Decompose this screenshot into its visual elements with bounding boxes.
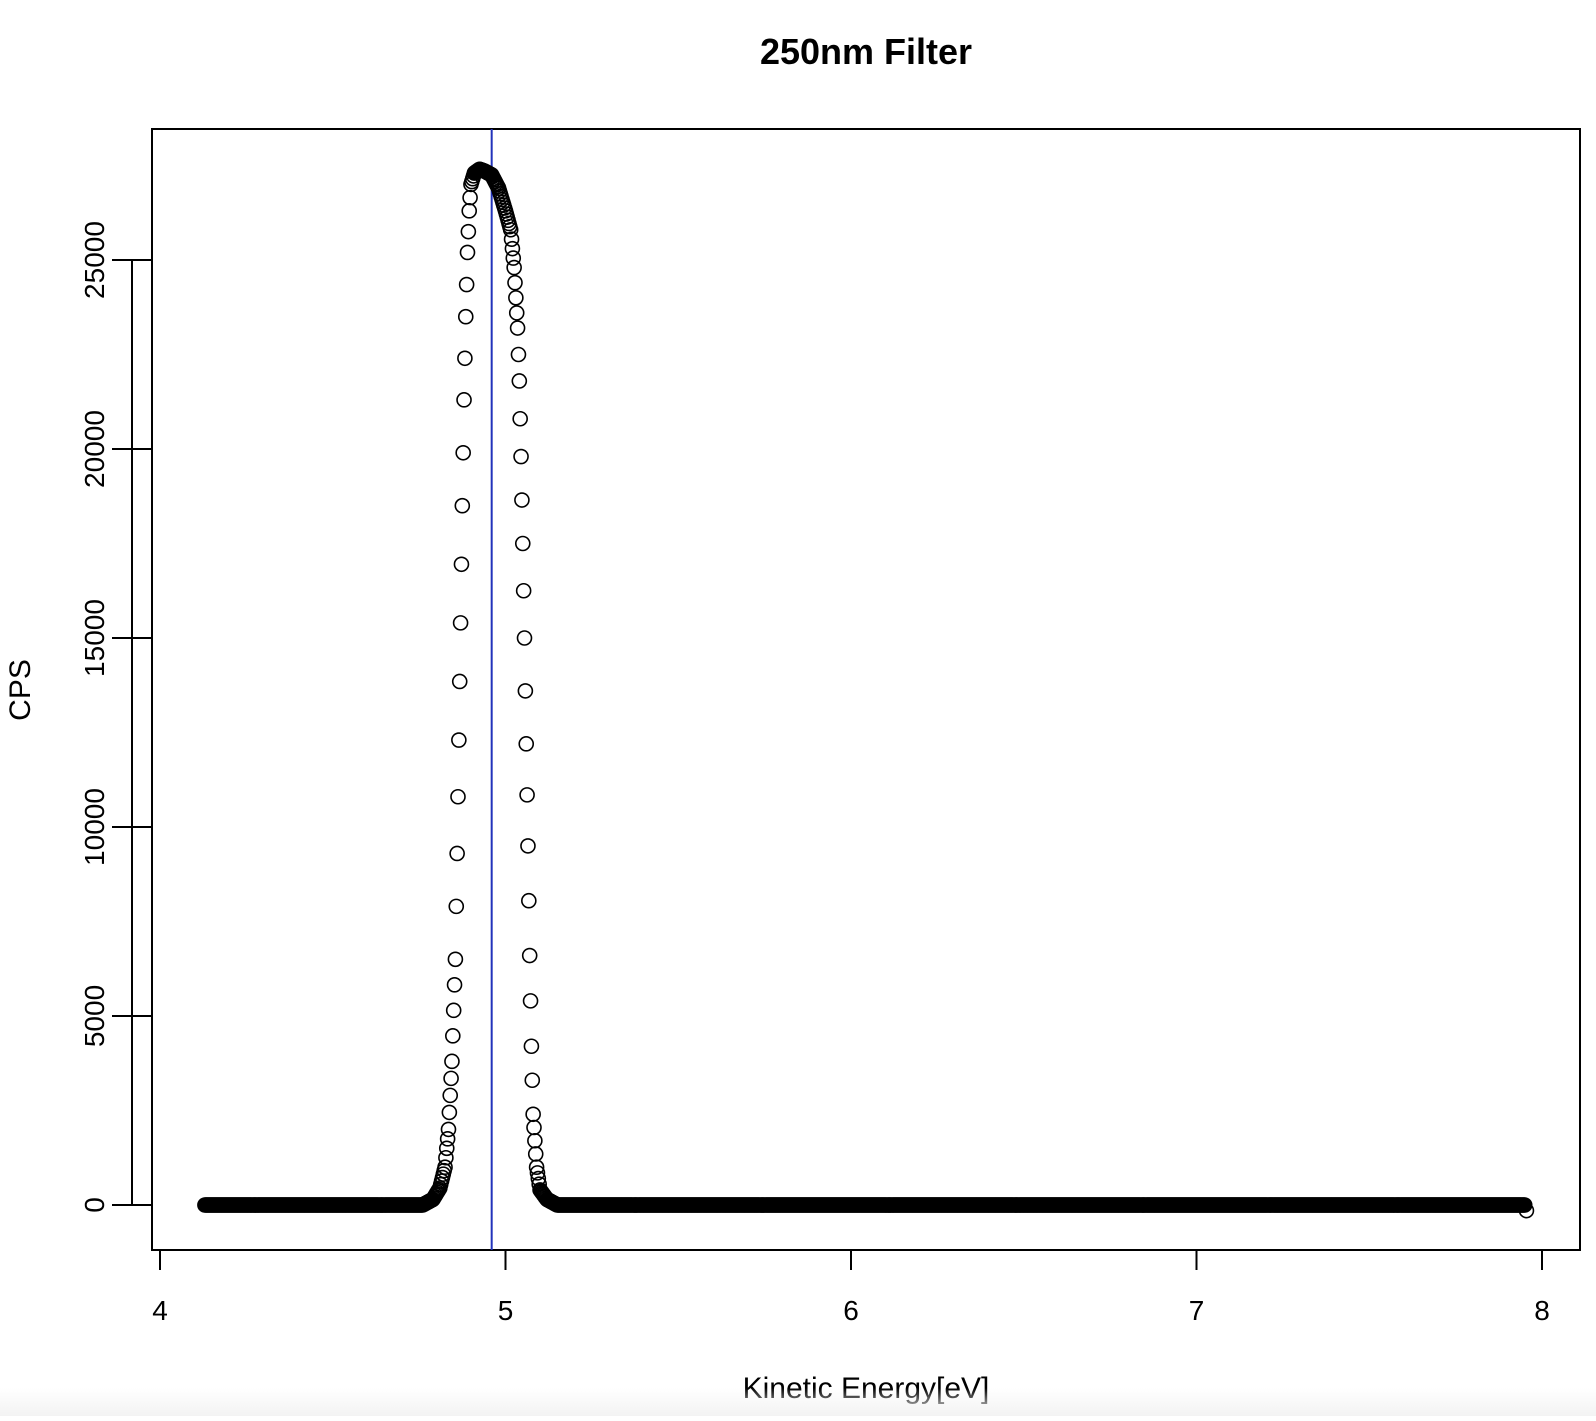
data-point <box>527 1132 543 1149</box>
data-point <box>450 788 466 805</box>
data-point <box>457 350 473 367</box>
data-point <box>507 274 523 291</box>
data-point <box>1518 1202 1535 1219</box>
x-tick-label: 6 <box>843 1295 859 1326</box>
data-point <box>443 1070 459 1087</box>
data-point <box>460 223 477 240</box>
data-point <box>438 1149 454 1166</box>
data-point <box>519 787 535 803</box>
data-point <box>516 630 533 646</box>
data-point <box>447 951 464 968</box>
data-point <box>517 683 534 699</box>
x-tick-label: 4 <box>152 1295 168 1326</box>
data-point <box>508 305 525 321</box>
data-point <box>524 1072 541 1089</box>
y-tick-label: 5000 <box>79 985 110 1047</box>
x-axis: 4 5 6 7 8 <box>152 1249 1550 1326</box>
data-point <box>520 838 536 854</box>
data-point <box>505 250 522 266</box>
y-tick-label: 10000 <box>79 788 110 866</box>
data-point <box>437 1159 453 1175</box>
y-axis: 0 5000 10000 15000 20000 25000 <box>79 221 152 1213</box>
data-point <box>510 346 527 363</box>
data-point <box>526 1119 542 1136</box>
data-point <box>453 556 470 573</box>
data-point <box>525 1106 541 1123</box>
data-point <box>528 1159 545 1175</box>
window-bottom-edge <box>0 1388 1596 1416</box>
data-point <box>452 615 469 631</box>
x-tick-label: 8 <box>1534 1295 1550 1326</box>
y-tick-label: 0 <box>79 1197 110 1213</box>
data-point <box>503 231 520 248</box>
data-point <box>513 448 529 465</box>
data-point <box>451 732 467 748</box>
data-point <box>444 1053 460 1070</box>
plot-frame <box>151 128 1581 1251</box>
data-point <box>511 373 528 389</box>
data-point <box>458 276 475 293</box>
x-tick-label: 7 <box>1189 1295 1205 1326</box>
data-point <box>521 947 538 964</box>
data-point <box>523 1038 540 1055</box>
data-point <box>448 898 465 915</box>
x-tick-label: 5 <box>498 1295 514 1326</box>
data-points <box>197 161 1535 1219</box>
data-point <box>514 492 530 508</box>
data-point <box>439 1131 456 1147</box>
data-point <box>441 1104 458 1121</box>
data-point <box>527 1146 544 1162</box>
data-point <box>438 1140 455 1157</box>
data-point <box>522 993 539 1009</box>
data-point <box>509 320 526 336</box>
data-point <box>456 392 472 408</box>
data-point <box>462 189 478 206</box>
chart-title: 250nm Filter <box>760 31 972 72</box>
data-point <box>514 535 531 552</box>
y-tick-label: 20000 <box>79 410 110 488</box>
data-point <box>446 977 463 993</box>
data-point <box>440 1121 457 1138</box>
y-tick-label: 15000 <box>79 599 110 677</box>
data-point <box>512 410 528 427</box>
data-point <box>518 736 535 752</box>
data-point <box>461 203 478 219</box>
data-point <box>445 1028 461 1044</box>
data-point <box>442 1087 459 1104</box>
data-point <box>504 240 521 257</box>
data-point <box>445 1002 462 1019</box>
data-point <box>459 244 476 261</box>
data-point <box>454 497 471 514</box>
data-point <box>455 444 471 461</box>
data-point <box>451 673 468 690</box>
data-point <box>449 845 465 862</box>
y-tick-label: 25000 <box>79 221 110 299</box>
data-point <box>506 259 522 276</box>
data-point <box>508 289 524 306</box>
data-point <box>515 582 532 599</box>
data-point <box>529 1165 546 1181</box>
y-axis-title: CPS <box>4 659 37 721</box>
data-point <box>502 221 519 238</box>
data-point <box>457 308 474 325</box>
data-point <box>521 892 537 909</box>
